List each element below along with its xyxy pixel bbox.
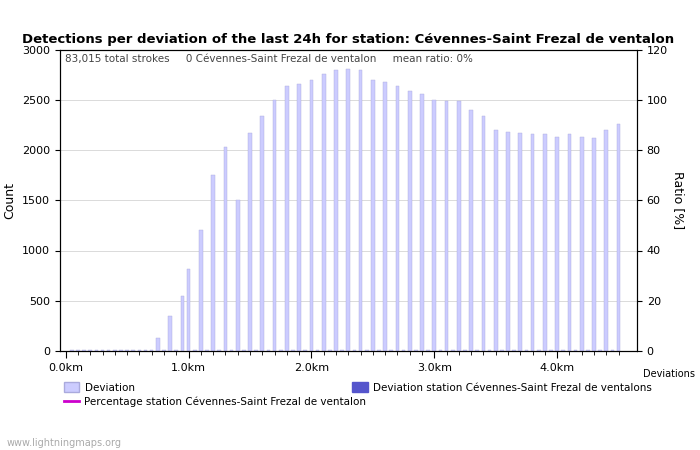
Text: www.lightningmaps.org: www.lightningmaps.org: [7, 438, 122, 448]
Bar: [334, 70, 338, 351]
Bar: [519, 133, 522, 351]
Text: Deviations: Deviations: [643, 369, 695, 379]
Bar: [309, 80, 313, 351]
Bar: [199, 230, 202, 351]
Bar: [156, 338, 160, 351]
Bar: [273, 100, 276, 351]
Bar: [506, 132, 510, 351]
Bar: [604, 130, 608, 351]
Bar: [181, 296, 184, 351]
Bar: [298, 84, 301, 351]
Bar: [395, 86, 399, 351]
Bar: [384, 81, 387, 351]
Bar: [168, 316, 172, 351]
Bar: [543, 134, 547, 351]
Bar: [187, 269, 190, 351]
Bar: [555, 137, 559, 351]
Bar: [444, 101, 449, 351]
Bar: [260, 116, 264, 351]
Bar: [592, 138, 596, 351]
Bar: [531, 134, 534, 351]
Bar: [236, 200, 239, 351]
Y-axis label: Ratio [%]: Ratio [%]: [671, 171, 685, 230]
Bar: [568, 134, 571, 351]
Legend: Deviation station Cévennes-Saint Frezal de ventalons: Deviation station Cévennes-Saint Frezal …: [349, 378, 657, 397]
Bar: [420, 94, 424, 351]
Bar: [358, 70, 363, 351]
Bar: [211, 175, 215, 351]
Y-axis label: Count: Count: [3, 182, 16, 219]
Bar: [617, 124, 620, 351]
Title: Detections per deviation of the last 24h for station: Cévennes-Saint Frezal de v: Detections per deviation of the last 24h…: [22, 32, 674, 45]
Bar: [346, 68, 350, 351]
Bar: [322, 74, 326, 351]
Bar: [482, 116, 485, 351]
Bar: [580, 137, 584, 351]
Bar: [469, 110, 473, 351]
Bar: [433, 100, 436, 351]
Text: 83,015 total strokes     0 Cévennes-Saint Frezal de ventalon     mean ratio: 0%: 83,015 total strokes 0 Cévennes-Saint Fr…: [65, 54, 473, 64]
Bar: [457, 101, 461, 351]
Bar: [248, 133, 252, 351]
Bar: [408, 91, 412, 351]
Bar: [371, 80, 374, 351]
Bar: [285, 86, 288, 351]
Bar: [494, 130, 498, 351]
Bar: [223, 147, 228, 351]
